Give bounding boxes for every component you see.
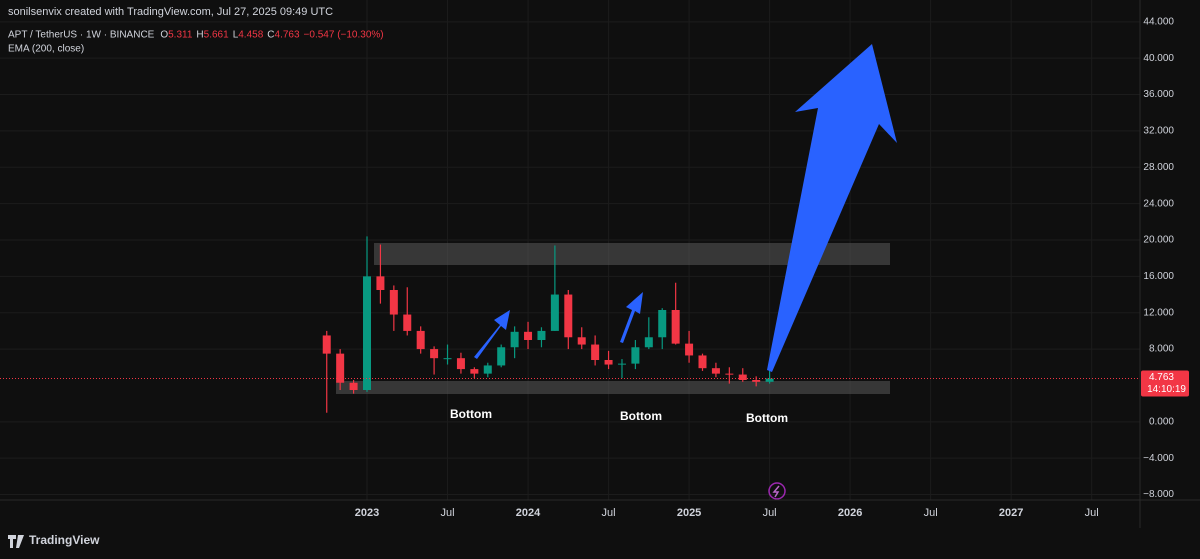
candle-body: [550, 294, 559, 331]
indicator: EMA (200, close): [8, 44, 84, 55]
y-tick-label: −4.000: [1143, 453, 1174, 464]
ohlc-value: 5.661: [204, 30, 229, 41]
candle-body: [483, 365, 492, 374]
footer-bar: [0, 528, 1200, 554]
ohlc-label: C: [267, 30, 274, 41]
candle-body: [322, 335, 331, 354]
x-tick-label: Jul: [602, 507, 616, 519]
x-tick-label: Jul: [1085, 507, 1099, 519]
x-tick-label: 2024: [516, 507, 541, 519]
candle-body: [416, 330, 425, 350]
y-tick-label: 12.000: [1143, 307, 1174, 318]
x-tick-label: Jul: [763, 507, 777, 519]
x-tick-label: 2023: [355, 507, 379, 519]
y-tick-label: 44.000: [1143, 16, 1174, 27]
candle-body: [658, 310, 667, 338]
candle-body: [443, 358, 452, 360]
candle-body: [765, 378, 774, 382]
countdown: 14:10:19: [1147, 384, 1186, 395]
candle-body: [470, 369, 479, 374]
ohlc-value: 4.763: [275, 30, 300, 41]
candle-body: [631, 347, 640, 364]
y-tick-label: 36.000: [1143, 89, 1174, 100]
candle-body: [336, 353, 345, 383]
y-tick-label: 20.000: [1143, 235, 1174, 246]
candle-body: [349, 382, 358, 390]
candle-body: [376, 276, 385, 290]
x-tick-label: 2027: [999, 507, 1023, 519]
resistance-zone: [374, 243, 890, 265]
candle-body: [537, 330, 546, 340]
change: −0.547 (−10.30%): [304, 30, 384, 41]
candle-body: [403, 314, 412, 331]
candle-body: [564, 294, 573, 338]
candle-body: [456, 358, 465, 370]
support-zone: [336, 381, 890, 394]
arrow: [620, 292, 643, 343]
candle-body: [685, 343, 694, 356]
candle-body: [510, 331, 519, 348]
annotation: Bottom: [450, 407, 492, 421]
y-tick-label: −8.000: [1143, 489, 1174, 500]
candle-body: [752, 380, 761, 382]
x-tick-label: Jul: [924, 507, 938, 519]
candle-body: [591, 344, 600, 360]
candle-body: [604, 360, 613, 365]
y-tick-label: 0.000: [1149, 416, 1174, 427]
candle-body: [671, 310, 680, 344]
annotation: Bottom: [746, 411, 788, 425]
candle-body: [389, 290, 398, 315]
event-icon[interactable]: [768, 482, 786, 500]
last-price-box: [1141, 370, 1189, 397]
ohlc-label: O: [160, 30, 168, 41]
x-tick-label: 2026: [838, 507, 862, 519]
annotation: Bottom: [620, 409, 662, 423]
ohlc-value: 4.458: [238, 30, 263, 41]
ohlc-label: H: [196, 30, 203, 41]
y-tick-label: 16.000: [1143, 271, 1174, 282]
candle-body: [738, 374, 747, 380]
credit: sonilsenvix created with TradingView.com…: [8, 6, 333, 18]
event-icon-bolt: [772, 485, 780, 498]
candle-body: [577, 337, 586, 345]
logo: [8, 535, 24, 548]
candle-body: [725, 373, 734, 375]
x-tick-label: 2025: [677, 507, 701, 519]
candle-body: [644, 337, 653, 348]
candle-body: [497, 347, 506, 366]
candle-body: [698, 355, 707, 369]
ohlc-label: L: [233, 30, 239, 41]
candle-body: [363, 276, 371, 390]
y-tick-label: 28.000: [1143, 162, 1174, 173]
y-tick-label: 32.000: [1143, 126, 1174, 137]
y-tick-label: 24.000: [1143, 198, 1174, 209]
symbol: APT / TetherUS · 1W · BINANCE: [8, 30, 155, 41]
candle-body: [711, 368, 720, 374]
big-arrow: [767, 44, 897, 372]
last-price-label: 4.763: [1149, 372, 1174, 383]
arrow: [474, 310, 510, 359]
candle-body: [524, 331, 533, 340]
ohlc-value: 5.311: [168, 30, 193, 41]
candle-body: [617, 363, 626, 365]
x-tick-label: Jul: [440, 507, 454, 519]
footer-brand: TradingView: [29, 533, 100, 547]
y-tick-label: 40.000: [1143, 53, 1174, 64]
candle-body: [430, 349, 439, 359]
y-tick-label: 8.000: [1149, 344, 1174, 355]
